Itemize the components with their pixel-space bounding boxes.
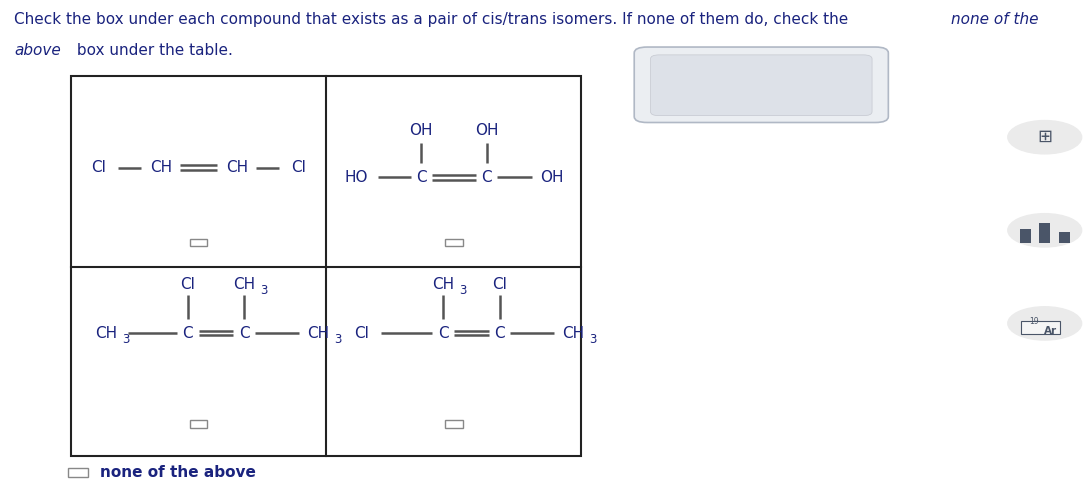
Text: above: above [14, 43, 61, 58]
Bar [1020, 229, 1031, 243]
Text: OH: OH [540, 170, 564, 185]
Text: 3: 3 [123, 333, 129, 345]
Text: ×: × [684, 75, 702, 95]
Text: CH: CH [150, 160, 172, 175]
Text: 19: 19 [1030, 318, 1038, 326]
Text: OH: OH [475, 123, 498, 138]
Text: ⊞: ⊞ [1037, 128, 1052, 146]
Bar [190, 420, 207, 428]
Circle shape [1008, 307, 1082, 340]
Text: CH: CH [432, 277, 454, 292]
Text: C: C [182, 326, 193, 341]
Bar [71, 76, 581, 456]
Text: 3: 3 [459, 284, 466, 297]
Bar [445, 420, 463, 428]
Bar [1039, 223, 1050, 243]
Text: CH: CH [96, 326, 117, 341]
Text: ↺: ↺ [752, 76, 769, 95]
Text: HO: HO [344, 170, 368, 185]
Text: 3: 3 [261, 284, 267, 297]
Text: 3: 3 [590, 333, 596, 345]
Text: Cl: Cl [91, 160, 106, 175]
Text: C: C [239, 326, 250, 341]
Text: CH: CH [226, 160, 248, 175]
Text: Cl: Cl [291, 160, 306, 175]
FancyBboxPatch shape [651, 55, 872, 116]
Text: C: C [481, 170, 492, 185]
Text: Cl: Cl [492, 277, 507, 292]
Text: CH: CH [307, 326, 329, 341]
Bar [445, 239, 463, 246]
Bar [1021, 321, 1060, 334]
Text: 3: 3 [334, 333, 341, 345]
Text: Ar: Ar [1044, 326, 1057, 336]
Text: none of the above: none of the above [100, 465, 256, 480]
Text: CH: CH [233, 277, 255, 292]
Circle shape [1008, 214, 1082, 247]
Text: ?: ? [823, 76, 834, 95]
Text: none of the: none of the [951, 12, 1039, 27]
Bar [68, 468, 88, 477]
Bar [190, 239, 207, 246]
Text: C: C [438, 326, 449, 341]
Circle shape [1008, 121, 1082, 154]
Text: CH: CH [563, 326, 584, 341]
Text: Cl: Cl [354, 326, 369, 341]
Text: C: C [494, 326, 505, 341]
Text: OH: OH [409, 123, 433, 138]
Text: Check the box under each compound that exists as a pair of cis/trans isomers. If: Check the box under each compound that e… [14, 12, 854, 27]
Bar [1059, 232, 1070, 243]
Text: box under the table.: box under the table. [72, 43, 232, 58]
FancyBboxPatch shape [634, 47, 888, 122]
Text: C: C [416, 170, 427, 185]
Text: Cl: Cl [180, 277, 195, 292]
